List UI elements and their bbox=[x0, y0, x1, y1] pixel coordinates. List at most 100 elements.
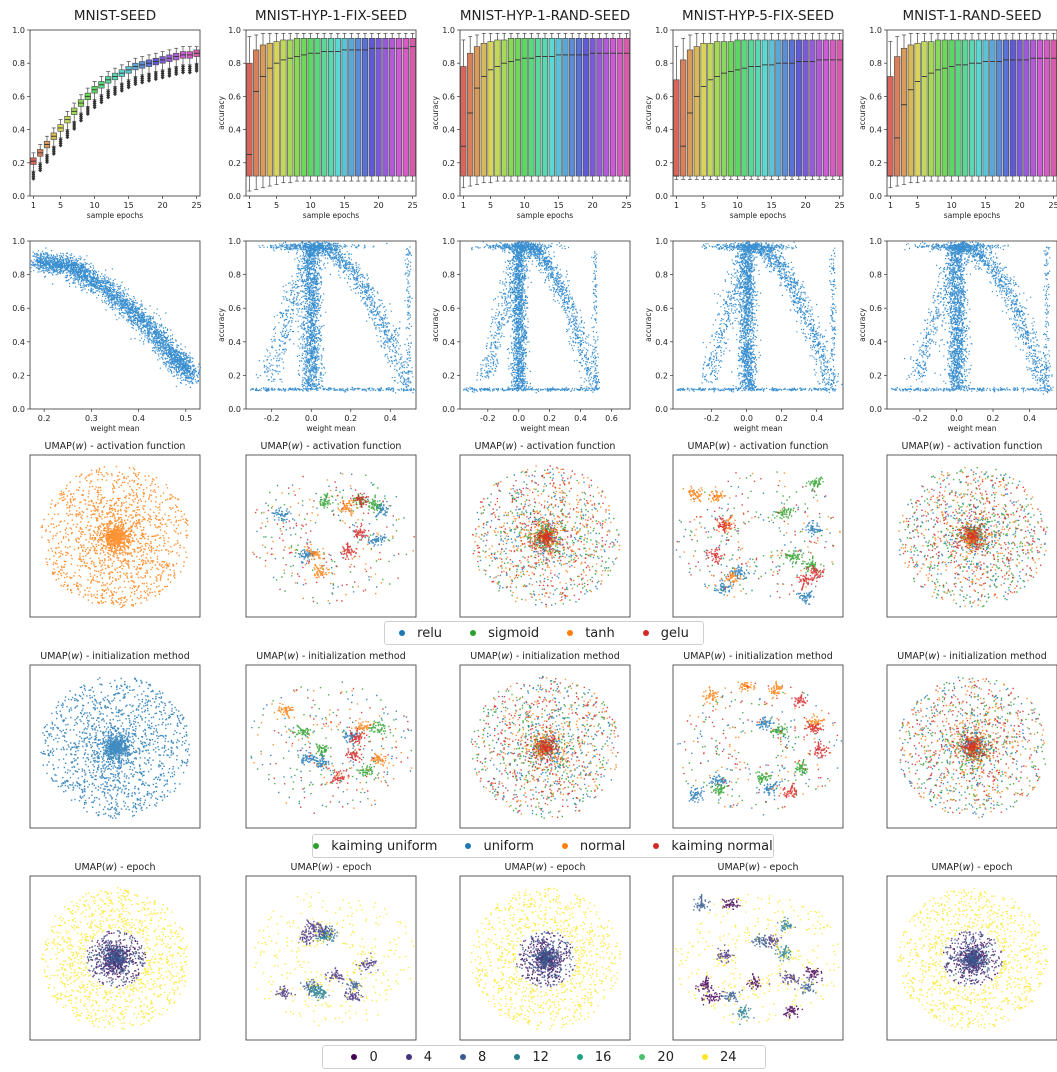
legend-label: normal bbox=[579, 838, 626, 854]
legend-item-initialization-3: kaiming normal bbox=[653, 839, 773, 854]
scatter-points bbox=[891, 241, 1054, 395]
x-tick-label: 20 bbox=[1015, 201, 1025, 210]
y-tick-label: 0.8 bbox=[228, 271, 241, 280]
umap-frame bbox=[886, 875, 1057, 1041]
box bbox=[1023, 39, 1030, 177]
box bbox=[1002, 39, 1010, 177]
x-tick-label: 1 bbox=[461, 201, 466, 210]
column-title-3: MNIST-HYP-5-FIX-SEED bbox=[682, 8, 834, 24]
x-tick-label: 5 bbox=[701, 201, 706, 210]
y-tick-label: 1.0 bbox=[228, 237, 241, 246]
y-tick-label: 0.2 bbox=[655, 371, 668, 380]
y-tick-label: 0.4 bbox=[442, 126, 455, 135]
x-axis-label: weight mean bbox=[521, 424, 570, 433]
legend-item-activation-1: sigmoid bbox=[470, 626, 539, 641]
box bbox=[460, 66, 467, 177]
box bbox=[616, 37, 623, 177]
umap-title: UMAP(w) - epoch bbox=[932, 862, 1013, 873]
umap-points-24 bbox=[470, 887, 621, 1030]
box bbox=[409, 37, 416, 177]
box bbox=[768, 39, 775, 177]
box bbox=[603, 37, 610, 177]
x-tick-label: 25 bbox=[622, 201, 632, 210]
y-tick-label: 0.0 bbox=[655, 405, 668, 414]
umap-points-relu bbox=[675, 486, 832, 605]
box bbox=[782, 39, 789, 177]
umap-panel-3-0: UMAP(w) - initialization method bbox=[29, 651, 201, 829]
umap-frame bbox=[672, 664, 844, 829]
x-axis-label: sample epochs bbox=[303, 211, 359, 220]
outlier bbox=[187, 70, 192, 75]
box bbox=[673, 79, 680, 177]
legend-label: tanh bbox=[585, 625, 615, 641]
box bbox=[623, 37, 630, 177]
scatter-points bbox=[463, 241, 601, 394]
umap-points-8 bbox=[945, 931, 1003, 987]
outlier bbox=[72, 126, 77, 131]
x-tick-label: 10 bbox=[306, 201, 316, 210]
y-tick-label: 0.6 bbox=[655, 304, 668, 313]
scatter-frame bbox=[245, 240, 417, 410]
legend-marker bbox=[405, 1054, 412, 1060]
scatter-panel-3: 0.0 0.2 0.4 0.6 0.8 1.0 -0.2 0.0 0.2 0.4 weight me… bbox=[644, 237, 844, 433]
box bbox=[368, 37, 375, 177]
x-tick-label: 10 bbox=[947, 201, 957, 210]
y-tick-label: 0.0 bbox=[228, 405, 241, 414]
box bbox=[341, 37, 348, 177]
y-tick-label: 0.6 bbox=[12, 92, 25, 101]
box bbox=[266, 42, 273, 177]
box bbox=[467, 52, 474, 177]
y-tick-label: 0.0 bbox=[442, 405, 455, 414]
scatter-frame bbox=[459, 240, 631, 410]
umap-panel-2-0: UMAP(w) - activation function bbox=[29, 441, 201, 618]
outlier bbox=[140, 80, 145, 85]
box bbox=[575, 37, 583, 177]
umap-title: UMAP(w) - epoch bbox=[291, 862, 372, 873]
outlier bbox=[38, 168, 43, 173]
umap-points-relu bbox=[256, 472, 405, 605]
legend-label: 24 bbox=[719, 1049, 737, 1065]
legend-item-epoch-0: 0 bbox=[351, 1050, 378, 1065]
x-tick-label: 0.2 bbox=[344, 414, 357, 423]
umap-frame bbox=[672, 875, 844, 1041]
legend-marker bbox=[470, 630, 477, 636]
umap-title: UMAP(w) - initialization method bbox=[470, 651, 620, 662]
legend-marker bbox=[351, 1054, 358, 1060]
box bbox=[968, 39, 976, 177]
box bbox=[714, 41, 721, 177]
x-axis-label: weight mean bbox=[307, 424, 356, 433]
scatter-frame bbox=[29, 240, 201, 410]
outlier bbox=[92, 105, 97, 110]
umap-panel-4-2: UMAP(w) - epoch bbox=[459, 862, 631, 1041]
y-tick-label: 0.4 bbox=[228, 126, 241, 135]
box bbox=[382, 37, 389, 177]
legend-label: 16 bbox=[594, 1049, 612, 1065]
box bbox=[253, 49, 260, 177]
box bbox=[795, 39, 802, 177]
box bbox=[700, 42, 707, 177]
y-tick-label: 0.2 bbox=[442, 159, 455, 168]
x-tick-label: 0.4 bbox=[574, 414, 587, 423]
y-tick-label: 0.6 bbox=[442, 92, 455, 101]
y-tick-label: 0.8 bbox=[442, 59, 455, 68]
box bbox=[914, 42, 921, 177]
outlier bbox=[85, 111, 90, 116]
umap-title: UMAP(w) - activation function bbox=[688, 441, 829, 452]
x-tick-label: 0.2 bbox=[775, 414, 788, 423]
legend-marker bbox=[313, 843, 320, 849]
x-tick-label: 5 bbox=[915, 201, 920, 210]
umap-panel-2-3: UMAP(w) - activation function bbox=[672, 441, 844, 618]
y-tick-label: 0.8 bbox=[228, 59, 241, 68]
umap-points-sigmoid bbox=[678, 471, 834, 595]
outlier bbox=[58, 143, 63, 148]
y-tick-label: 0.6 bbox=[869, 92, 882, 101]
x-axis-label: sample epochs bbox=[517, 211, 573, 220]
y-tick-label: 0.2 bbox=[12, 371, 25, 380]
y-tick-label: 0.0 bbox=[12, 192, 25, 201]
x-tick-label: 0.2 bbox=[543, 414, 556, 423]
legend-label: 20 bbox=[657, 1049, 674, 1065]
y-tick-label: 0.8 bbox=[655, 271, 668, 280]
box bbox=[788, 39, 796, 177]
umap-points-kaiming-normal bbox=[472, 677, 619, 818]
box bbox=[887, 76, 894, 177]
